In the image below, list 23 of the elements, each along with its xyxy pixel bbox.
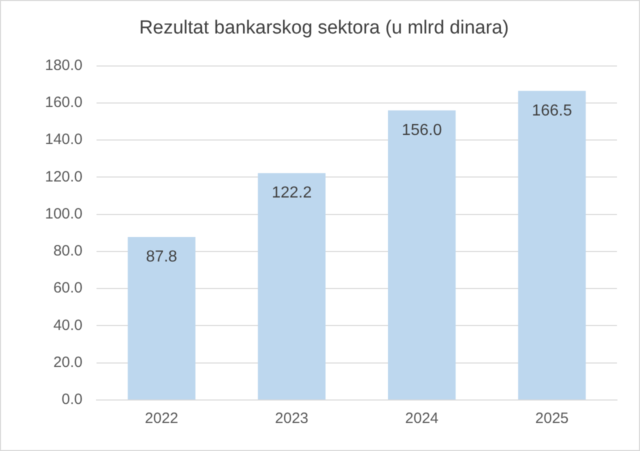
bar [258,173,326,400]
bar [518,90,586,400]
x-tick-label: 2025 [535,410,569,428]
y-tick-label: 180.0 [44,56,83,74]
y-tick-label: 60.0 [53,280,83,297]
y-tick-label: 160.0 [44,94,83,112]
bar [388,110,456,400]
data-label: 122.2 [272,184,312,202]
bar [128,236,196,400]
data-label: 156.0 [402,122,442,139]
y-tick-label: 140.0 [44,131,83,148]
x-tick-label: 2023 [275,410,308,428]
data-label: 166.5 [532,102,572,120]
x-tick-label: 2022 [144,410,178,428]
chart-title: Rezultat bankarskog sektora (u mlrd dinara) [139,18,509,39]
y-tick-label: 100.0 [44,205,83,222]
data-label: 87.8 [146,248,178,266]
y-tick-label: 40.0 [53,316,83,334]
y-tick-label: 80.0 [53,242,83,260]
y-tick-label: 20.0 [53,354,83,372]
y-tick-label: 0.0 [62,391,83,408]
y-tick-label: 120.0 [44,168,83,186]
x-tick-label: 2024 [405,410,439,428]
